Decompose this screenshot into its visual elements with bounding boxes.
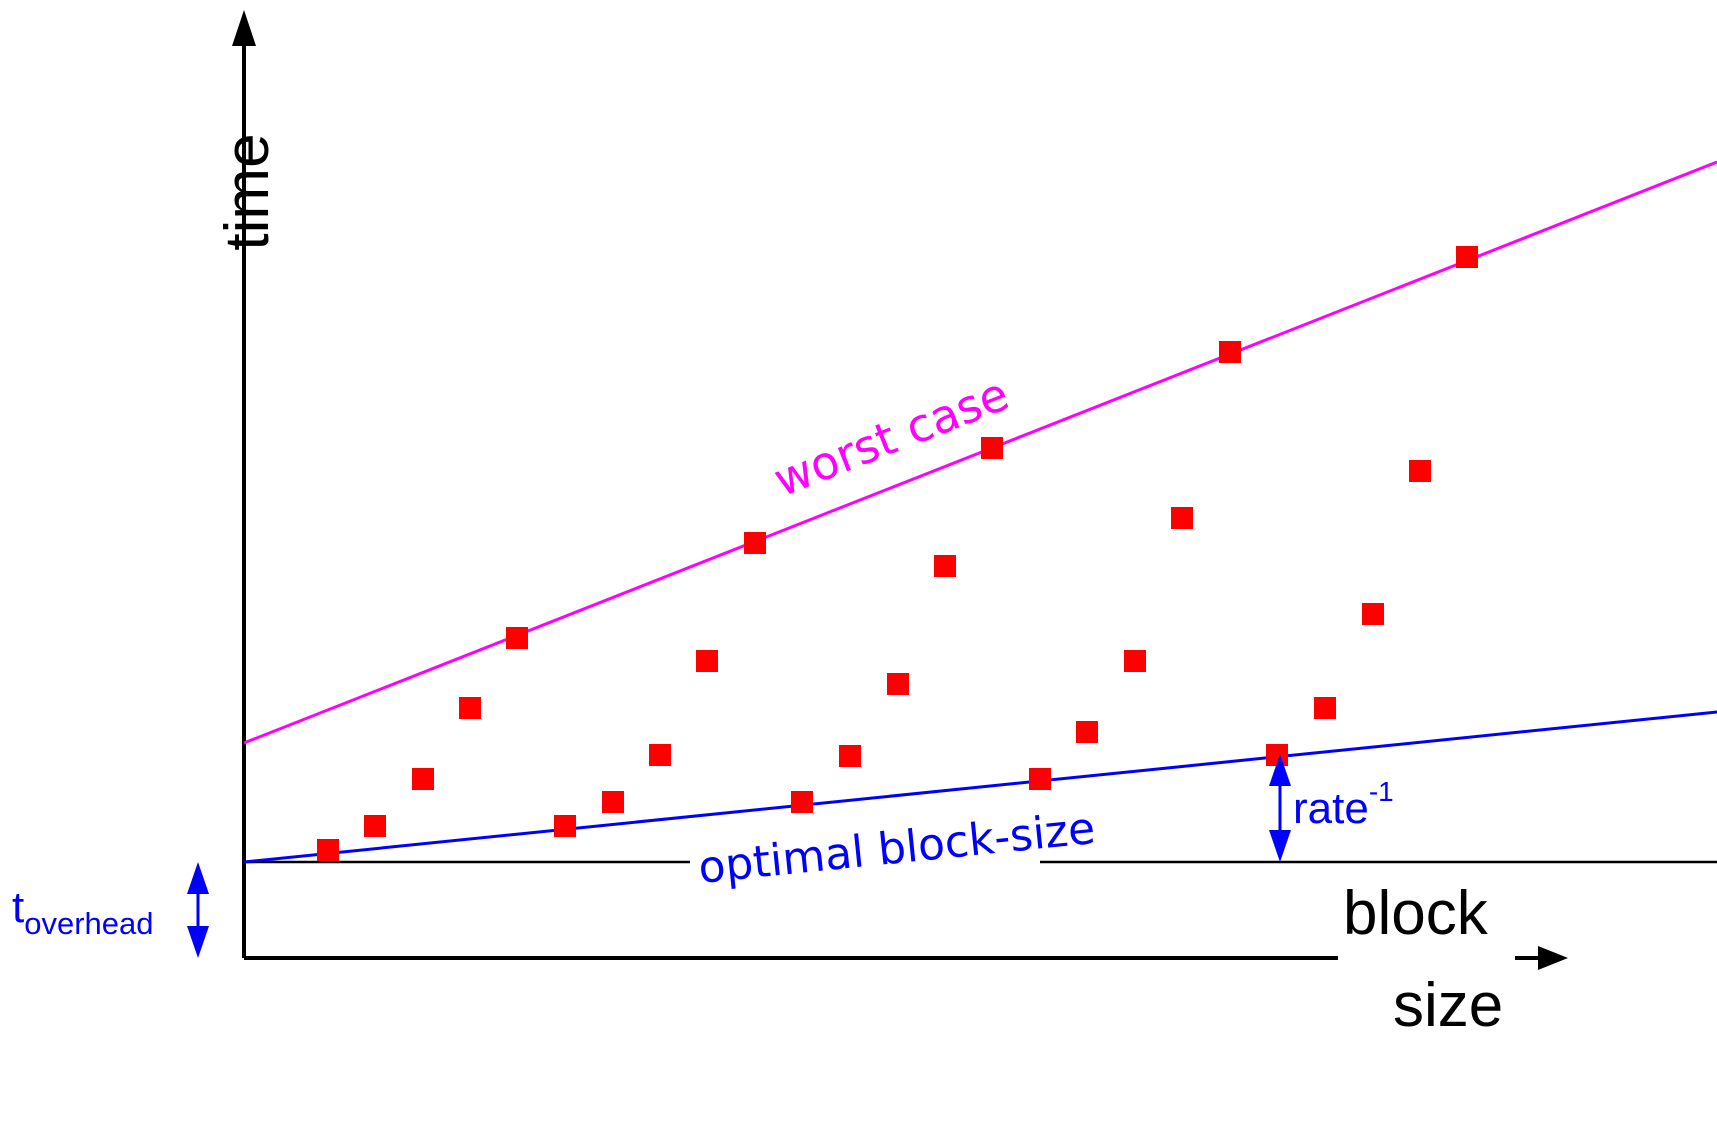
sample-point	[744, 532, 766, 554]
rate-label: rate-1	[1293, 776, 1394, 833]
sample-point	[981, 437, 1003, 459]
sample-point	[934, 555, 956, 577]
sample-point	[887, 673, 909, 695]
rate-label-text: rate	[1293, 784, 1369, 833]
sample-point	[1076, 721, 1098, 743]
sample-point	[839, 745, 861, 767]
overhead-arrowhead-up	[187, 862, 209, 894]
sample-point	[649, 744, 671, 766]
y-axis-arrowhead	[232, 10, 256, 46]
rate-arrowhead-down	[1269, 830, 1291, 862]
overhead-label-subscript: overhead	[24, 906, 153, 941]
sample-point	[412, 768, 434, 790]
x-axis-label-line2: size	[1393, 971, 1503, 1040]
x-axis-label-line1: block	[1343, 879, 1489, 948]
sample-point	[1029, 768, 1051, 790]
sample-point	[602, 791, 624, 813]
sample-point	[696, 650, 718, 672]
worst-case-label: worst case	[766, 366, 1016, 507]
rate-label-superscript: -1	[1369, 776, 1394, 807]
sample-point	[1266, 744, 1288, 766]
sample-point	[791, 791, 813, 813]
x-axis-arrowhead	[1538, 946, 1568, 970]
sample-point	[317, 839, 339, 861]
sample-point	[1362, 603, 1384, 625]
sample-point	[1456, 246, 1478, 268]
sample-point	[1171, 507, 1193, 529]
sample-point	[506, 627, 528, 649]
sample-point	[364, 815, 386, 837]
sample-points	[317, 246, 1478, 861]
sample-point	[459, 697, 481, 719]
overhead-label-t: t	[12, 883, 24, 932]
y-axis-label: time	[213, 133, 282, 250]
optimal-block-size-label: optimal block-size	[696, 803, 1097, 894]
optimal-block-size-line	[243, 710, 1717, 864]
sample-point	[1124, 650, 1146, 672]
sample-point	[1314, 697, 1336, 719]
sample-point	[1409, 460, 1431, 482]
sample-point	[554, 815, 576, 837]
sample-point	[1219, 341, 1241, 363]
worst-case-line	[243, 160, 1717, 745]
rate-arrowhead-up	[1269, 754, 1291, 786]
overhead-label: toverhead	[12, 883, 154, 941]
overhead-arrowhead-down	[187, 926, 209, 958]
